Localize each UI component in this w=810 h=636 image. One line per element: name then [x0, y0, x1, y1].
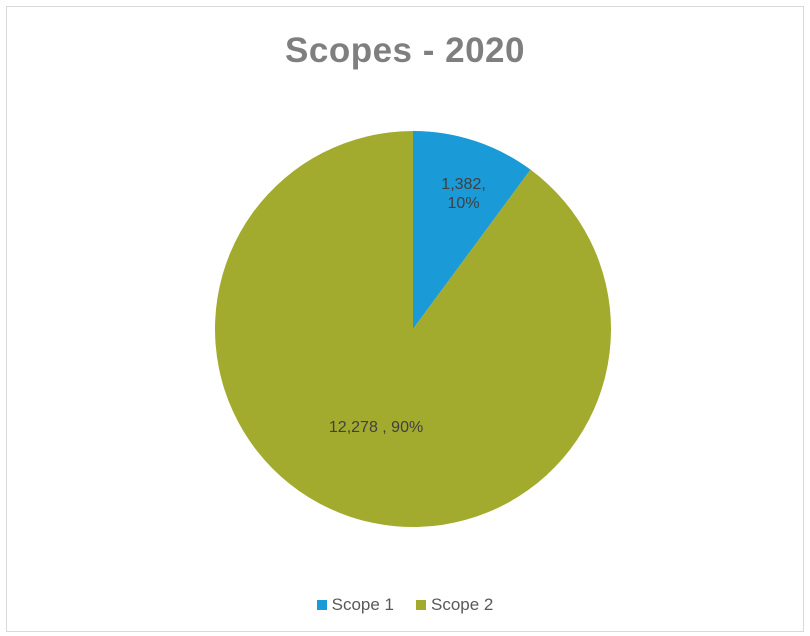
pie-slice-scope-1 — [413, 131, 531, 329]
chart-frame: Scopes - 2020 1,382, 10% 12,278 , 90% Scop… — [6, 6, 804, 632]
chart-title: Scopes - 2020 — [285, 31, 525, 70]
chart-legend: Scope 1 Scope 2 — [7, 595, 803, 615]
pie-chart: 1,382, 10% 12,278 , 90% — [215, 131, 612, 527]
data-label-scope-1: 1,382, 10% — [441, 176, 485, 212]
legend-label-scope-2: Scope 2 — [431, 595, 494, 614]
legend-item-scope-2: Scope 2 — [416, 595, 493, 615]
legend-swatch-scope-1 — [316, 600, 327, 610]
data-label-scope-2: 12,278 , 90% — [329, 419, 423, 436]
legend-swatch-scope-2 — [416, 600, 426, 610]
legend-label-scope-1: Scope 1 — [331, 595, 394, 614]
legend-item-scope-1: Scope 1 — [316, 595, 394, 615]
pie-slice-scope-2 — [215, 131, 612, 527]
